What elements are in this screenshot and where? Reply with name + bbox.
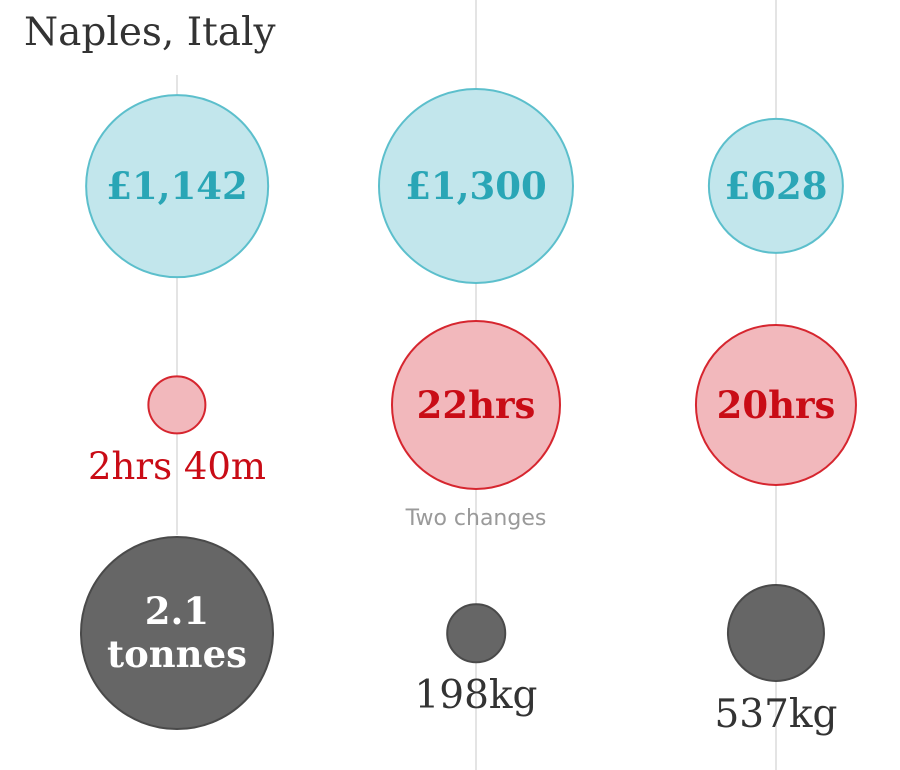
- carbon-bubble: 2.1 tonnes: [80, 536, 274, 730]
- carbon-bubble: [726, 583, 826, 683]
- time-label: 2hrs 40m: [88, 444, 266, 488]
- time-label: 22hrs: [416, 383, 536, 427]
- route-note: Two changes: [405, 506, 547, 531]
- cost-bubble: £628: [707, 117, 845, 255]
- column-guide-line: [176, 75, 178, 535]
- cost-label: £628: [724, 164, 828, 208]
- time-bubble: 22hrs: [391, 320, 561, 490]
- carbon-label-line: tonnes: [107, 632, 247, 676]
- carbon-label: 2.1 tonnes: [107, 590, 247, 675]
- time-bubble: [147, 375, 207, 435]
- cost-label: £1,300: [405, 164, 547, 208]
- cost-label: £1,142: [106, 163, 248, 208]
- carbon-label: 537kg: [714, 692, 838, 738]
- carbon-label: 198kg: [414, 672, 538, 718]
- chart-title: Naples, Italy: [24, 10, 276, 55]
- time-bubble: 20hrs: [694, 323, 858, 487]
- time-label: 20hrs: [716, 382, 836, 427]
- carbon-label-line: 2.1: [144, 589, 210, 634]
- cost-bubble: £1,142: [85, 94, 269, 278]
- carbon-bubble: [446, 603, 506, 663]
- cost-bubble: £1,300: [378, 88, 574, 284]
